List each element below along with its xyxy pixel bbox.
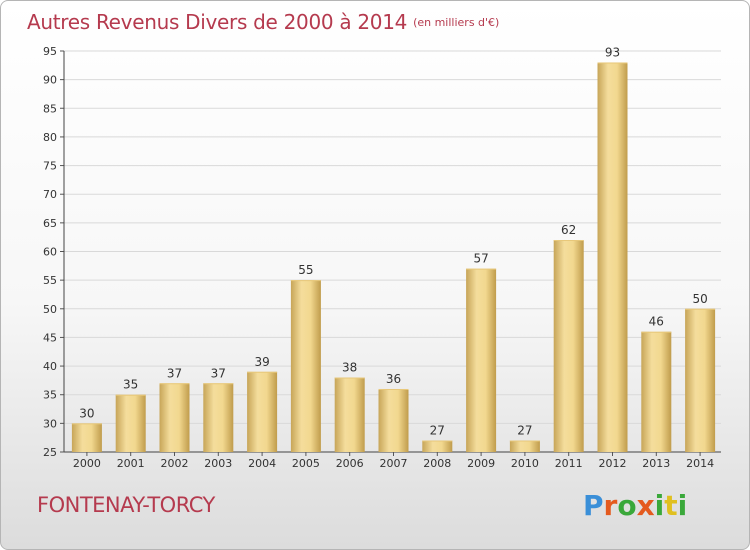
chart-unit: (en milliers d'€): [413, 16, 500, 29]
bar-2004: [247, 371, 278, 452]
data-label-2009: 57: [473, 252, 488, 266]
bar-2008: [422, 440, 453, 452]
data-label-2011: 62: [561, 223, 576, 237]
ytick-label-25: 25: [43, 446, 57, 459]
ytick-label-90: 90: [43, 74, 57, 87]
xtick-label-2006: 2006: [336, 457, 364, 470]
xtick-label-2000: 2000: [73, 457, 101, 470]
ytick-label-95: 95: [43, 45, 57, 58]
bar-2002: [159, 383, 190, 452]
data-label-2013: 46: [649, 315, 664, 329]
data-label-2006: 38: [342, 361, 357, 375]
logo-part-iti: iti: [654, 489, 688, 522]
ytick-label-60: 60: [43, 246, 57, 259]
data-label-2001: 35: [123, 378, 138, 392]
bar-2000: [71, 423, 102, 452]
ytick-label-45: 45: [43, 331, 57, 344]
data-label-2007: 36: [386, 372, 401, 386]
xtick-label-2013: 2013: [642, 457, 670, 470]
bar-2001: [115, 394, 146, 452]
chart-title-text: Autres Revenus Divers de 2000 à 2014: [27, 10, 408, 34]
data-label-2004: 39: [254, 355, 269, 369]
data-label-2008: 27: [430, 424, 445, 438]
ytick-label-55: 55: [43, 274, 57, 287]
location-name: FONTENAY-TORCY: [37, 493, 215, 517]
xtick-label-2002: 2002: [161, 457, 189, 470]
bar-2013: [641, 331, 672, 452]
proxiti-logo: Proxiti: [583, 489, 687, 522]
bar-2007: [378, 388, 409, 452]
ytick-label-40: 40: [43, 360, 57, 373]
bar-2003: [203, 383, 234, 452]
bar-2005: [290, 280, 321, 452]
bar-2006: [334, 377, 365, 452]
xtick-label-2014: 2014: [686, 457, 714, 470]
ytick-label-75: 75: [43, 160, 57, 173]
chart-title: Autres Revenus Divers de 2000 à 2014 (en …: [27, 10, 499, 34]
bar-2014: [685, 308, 716, 452]
logo-part-pro: Pro: [583, 489, 637, 522]
xtick-label-2003: 2003: [204, 457, 232, 470]
ytick-label-65: 65: [43, 217, 57, 230]
bar-2010: [509, 440, 540, 452]
xtick-label-2008: 2008: [423, 457, 451, 470]
xtick-label-2010: 2010: [511, 457, 539, 470]
xtick-label-2005: 2005: [292, 457, 320, 470]
ytick-label-70: 70: [43, 188, 57, 201]
ytick-label-50: 50: [43, 303, 57, 316]
data-label-2010: 27: [517, 424, 532, 438]
ytick-label-80: 80: [43, 131, 57, 144]
bar-2012: [597, 62, 628, 452]
xtick-label-2004: 2004: [248, 457, 276, 470]
ytick-label-30: 30: [43, 417, 57, 430]
bar-2011: [553, 240, 584, 452]
logo-part-x: x: [636, 489, 655, 522]
ytick-label-35: 35: [43, 389, 57, 402]
data-label-2005: 55: [298, 263, 313, 277]
data-label-2014: 50: [692, 292, 707, 306]
xtick-label-2007: 2007: [380, 457, 408, 470]
data-label-2000: 30: [79, 406, 94, 420]
data-labels: 30 35 37 37 39 55 38 36 27 57 27 62 93 46 50: [79, 45, 707, 437]
xtick-label-2012: 2012: [599, 457, 627, 470]
xtick-label-2001: 2001: [117, 457, 145, 470]
bar-2009: [466, 268, 497, 452]
ytick-label-85: 85: [43, 102, 57, 115]
data-label-2012: 93: [605, 45, 620, 59]
data-label-2003: 37: [211, 366, 226, 380]
xtick-label-2009: 2009: [467, 457, 495, 470]
xtick-label-2011: 2011: [555, 457, 583, 470]
data-label-2002: 37: [167, 366, 182, 380]
bars: [71, 62, 716, 452]
